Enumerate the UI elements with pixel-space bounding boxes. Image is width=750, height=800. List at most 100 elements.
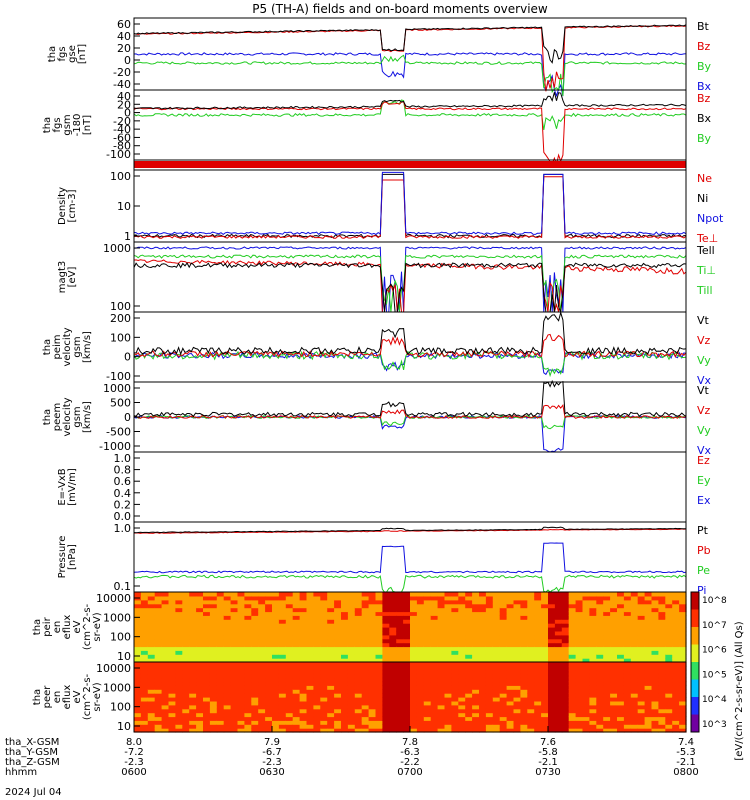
heatmap-cell — [334, 603, 342, 609]
heatmap-cell — [610, 658, 618, 663]
heatmap-cell — [285, 681, 294, 686]
heatmap-cell — [617, 720, 625, 725]
heatmap-cell — [327, 716, 335, 721]
heatmap-cell — [465, 681, 473, 686]
heatmap-cell — [175, 646, 183, 651]
heatmap-cell — [492, 650, 501, 655]
heatmap-cell — [465, 697, 473, 702]
heatmap-cell — [403, 712, 411, 718]
heatmap-cell — [630, 716, 639, 721]
heatmap-cell — [548, 728, 556, 733]
heatmap-cell — [644, 712, 653, 718]
heatmap-cell — [575, 654, 584, 659]
heatmap-cell — [292, 665, 301, 671]
heatmap-cell — [534, 646, 542, 651]
heatmap-cell — [644, 630, 653, 636]
heatmap-cell — [644, 646, 653, 651]
heatmap-cell — [617, 689, 625, 694]
heatmap-cell — [423, 689, 432, 694]
heatmap-cell — [265, 592, 273, 597]
heatmap-cell — [147, 716, 156, 721]
heatmap-cell — [285, 623, 294, 628]
heatmap-cell — [568, 689, 577, 694]
heatmap-cell — [679, 704, 687, 710]
heatmap-cell — [189, 623, 197, 628]
heatmap-cell — [375, 646, 383, 651]
heatmap-cell — [368, 642, 377, 648]
heatmap-cell — [320, 630, 328, 636]
heatmap-cell — [196, 650, 204, 655]
heatmap-cell — [554, 599, 563, 605]
y-axis-label: fgs — [52, 117, 63, 132]
heatmap-cell — [320, 669, 328, 675]
heatmap-cell — [196, 712, 204, 718]
heatmap-cell — [368, 685, 377, 690]
heatmap-cell — [527, 728, 535, 733]
heatmap-cell — [472, 677, 480, 683]
heatmap-cell — [548, 685, 556, 690]
heatmap-cell — [299, 638, 308, 644]
heatmap-cell — [679, 716, 687, 721]
heatmap-cell — [561, 599, 570, 605]
heatmap-cell — [644, 665, 653, 671]
heatmap-cell — [596, 681, 604, 686]
heatmap-cell — [154, 623, 163, 628]
heatmap-cell — [375, 708, 383, 714]
heatmap-cell — [416, 650, 425, 655]
heatmap-cell — [361, 646, 370, 651]
heatmap-cell — [499, 708, 508, 714]
heatmap-cell — [327, 689, 335, 694]
heatmap-cell — [679, 677, 687, 683]
heatmap-cell — [382, 634, 390, 640]
heatmap-cell — [265, 607, 273, 613]
heatmap-cell — [403, 642, 411, 648]
heatmap-cell — [410, 627, 418, 632]
heatmap-cell — [520, 650, 528, 655]
heatmap-cell — [292, 650, 301, 655]
heatmap-cell — [347, 615, 356, 620]
heatmap-cell — [651, 704, 659, 710]
heatmap-cell — [617, 619, 625, 624]
heatmap-cell — [292, 677, 301, 683]
panel-frame — [133, 241, 687, 313]
heatmap-cell — [327, 665, 335, 671]
heatmap-cell — [589, 673, 597, 679]
heatmap-cell — [561, 689, 570, 694]
heatmap-cell — [423, 650, 432, 655]
heatmap-cell — [327, 630, 335, 636]
heatmap-cell — [154, 700, 163, 706]
heatmap-cell — [313, 728, 321, 733]
heatmap-cell — [568, 720, 577, 725]
heatmap-cell — [216, 654, 225, 659]
heatmap-cell — [175, 689, 183, 694]
heatmap-cell — [175, 650, 183, 655]
heatmap-cell — [617, 728, 625, 733]
heatmap-cell — [479, 642, 487, 648]
heatmap-cell — [175, 700, 183, 706]
heatmap-cell — [679, 673, 687, 679]
heatmap-cell — [623, 630, 632, 636]
heatmap-cell — [575, 693, 584, 698]
heatmap-cell — [603, 642, 611, 648]
heatmap-cell — [506, 658, 515, 663]
heatmap-cell — [506, 704, 515, 710]
heatmap-cell — [272, 646, 280, 651]
heatmap-cell — [196, 603, 204, 609]
heatmap-cell — [278, 708, 287, 714]
heatmap-cell — [541, 603, 549, 609]
heatmap-cell — [258, 592, 266, 597]
heatmap-cell — [451, 697, 459, 702]
heatmap-cell — [485, 642, 494, 648]
heatmap-cell — [465, 673, 473, 679]
heatmap-cell — [272, 615, 280, 620]
heatmap-cell — [341, 623, 349, 628]
heatmap-cell — [285, 712, 294, 718]
heatmap-cell — [354, 627, 363, 632]
heatmap-cell — [430, 685, 439, 690]
heatmap-cell — [472, 658, 480, 663]
heatmap-cell — [223, 708, 232, 714]
heatmap-cell — [258, 716, 266, 721]
heatmap-cell — [175, 693, 183, 698]
heatmap-cell — [534, 638, 542, 644]
